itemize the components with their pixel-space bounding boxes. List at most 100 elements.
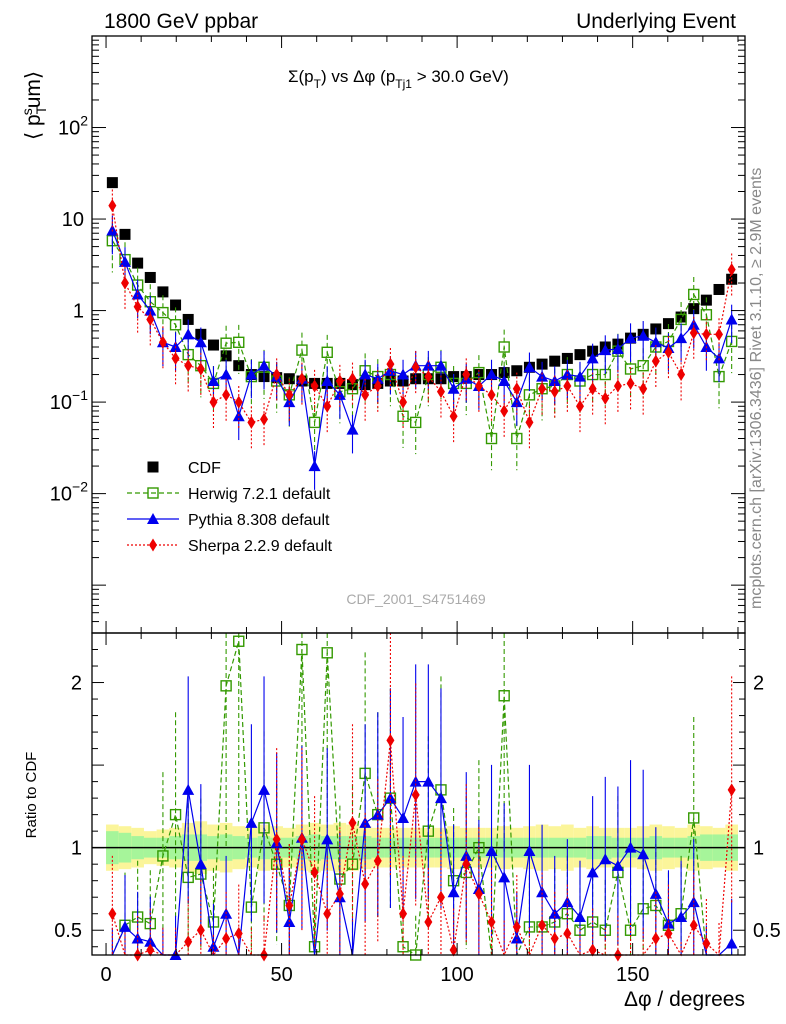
data-point (222, 388, 231, 402)
data-point (662, 318, 674, 330)
ratio-point (245, 816, 258, 828)
x-axis-label: Δφ / degrees (624, 988, 745, 1011)
ratio-point (573, 911, 586, 923)
ratio-series-sherpa (108, 633, 736, 962)
data-point (272, 368, 281, 382)
data-point (220, 337, 232, 349)
data-point (108, 199, 117, 213)
ratio-point (272, 832, 281, 846)
ratio-point (637, 848, 650, 860)
ratio-point (447, 886, 460, 898)
ratio-point (119, 920, 132, 932)
data-point (182, 313, 194, 325)
ratio-point (108, 907, 117, 921)
data-point (194, 336, 207, 348)
ratio-point (586, 866, 599, 878)
data-point (220, 368, 233, 380)
data-point (713, 283, 725, 295)
ratio-point (474, 887, 483, 901)
series-line-pythia (111, 230, 733, 467)
data-point (727, 263, 736, 277)
ratio-point (550, 931, 559, 945)
data-point (144, 271, 156, 283)
data-point (639, 382, 648, 396)
y-tick-label: 102 (58, 113, 88, 140)
ratio-point (348, 816, 357, 830)
data-point (196, 362, 205, 376)
data-point (536, 370, 549, 382)
ratio-point (184, 935, 193, 949)
y-tick-label: 10−2 (50, 479, 88, 506)
legend: CDF Herwig 7.2.1 default Pythia 8.308 defa… (127, 460, 333, 555)
ratio-point (258, 783, 271, 795)
data-point (335, 374, 344, 388)
data-point (260, 412, 269, 426)
ratio-point (371, 808, 384, 820)
ratio-point (169, 808, 182, 821)
data-point (424, 370, 433, 384)
ratio-point (611, 859, 624, 871)
data-point (434, 359, 447, 371)
data-point (525, 415, 534, 429)
data-point (512, 382, 521, 396)
ratio-point (233, 635, 245, 647)
data-point (687, 318, 700, 330)
data-point (157, 286, 169, 298)
ratio-tick-label-right: 2 (753, 673, 764, 695)
data-point (323, 399, 332, 413)
x-tick-label: 150 (616, 964, 649, 986)
data-point (626, 376, 635, 390)
ratio-point (323, 907, 332, 921)
data-point (106, 177, 118, 189)
legend-entry-pythia: Pythia 8.308 default (127, 512, 330, 529)
ratio-point (157, 850, 169, 862)
header-left: 1800 GeV ppbar (104, 10, 258, 33)
data-point (146, 312, 155, 326)
x-tick-label: 0 (100, 964, 111, 986)
data-point (310, 379, 319, 393)
ratio-point (651, 931, 660, 945)
series-line-herwig (111, 240, 733, 439)
data-point (296, 344, 308, 356)
ratio-series-pythia (111, 664, 738, 960)
data-point (487, 388, 496, 402)
ratio-point (462, 857, 471, 871)
ratio-point (335, 887, 344, 901)
ratio-point (689, 918, 698, 932)
data-point (234, 395, 243, 409)
data-point (574, 349, 586, 361)
data-point (182, 328, 195, 340)
data-point (373, 379, 382, 393)
data-point (171, 351, 180, 365)
data-point (119, 255, 132, 267)
data-point (308, 460, 321, 472)
data-point (158, 335, 167, 349)
ratio-point (510, 932, 523, 944)
ratio-point (702, 936, 711, 950)
ratio-point (727, 783, 736, 797)
ratio-point (297, 832, 306, 846)
data-point (637, 329, 650, 341)
data-point (637, 359, 649, 372)
data-point (131, 288, 144, 300)
data-point (397, 368, 410, 380)
ratio-point (222, 931, 231, 945)
data-point (511, 365, 523, 377)
y-tick-label: 10−1 (50, 387, 88, 414)
legend-entry-sherpa: Sherpa 2.2.9 default (127, 538, 333, 555)
data-point (184, 359, 193, 373)
ratio-point (624, 841, 637, 853)
ratio-point (662, 917, 675, 929)
data-point (599, 344, 612, 356)
data-point (474, 379, 483, 393)
data-point (132, 257, 144, 269)
ratio-point (411, 788, 420, 802)
data-point (144, 304, 157, 316)
ratio-point (498, 690, 510, 702)
ratio-point (285, 898, 294, 912)
data-point (348, 372, 357, 386)
legend-label: Sherpa 2.2.9 default (188, 538, 333, 555)
x-tick-label: 100 (440, 964, 473, 986)
data-point (207, 339, 219, 351)
